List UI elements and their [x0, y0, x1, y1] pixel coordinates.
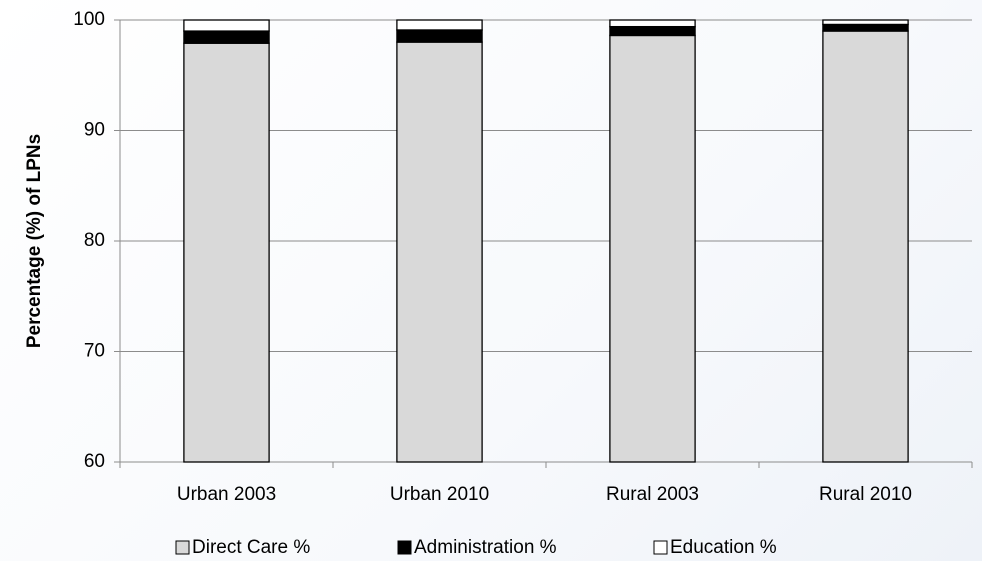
bar-segment: [183, 30, 270, 44]
bar-segment: [822, 23, 909, 32]
y-tick-label: 100: [73, 9, 105, 30]
legend-swatch: [175, 540, 190, 555]
bar-segment: [822, 19, 909, 26]
x-tick-label: Rural 2010: [819, 484, 912, 505]
bar-segment: [822, 30, 909, 463]
bar-segment: [609, 25, 696, 37]
bar-segment: [609, 34, 696, 463]
x-tick-label: Urban 2003: [177, 484, 276, 505]
legend-label: Education %: [670, 537, 777, 558]
y-tick-label: 90: [84, 120, 105, 141]
bar-segment: [396, 41, 483, 463]
legend-label: Direct Care %: [192, 537, 310, 558]
y-axis-label: Percentage (%) of LPNs: [24, 134, 45, 348]
y-tick-label: 80: [84, 230, 105, 251]
bar-segment: [396, 29, 483, 43]
bar-segment: [183, 42, 270, 463]
y-tick-label: 60: [84, 451, 105, 472]
legend-swatch: [653, 540, 668, 555]
legend-swatch: [397, 540, 412, 555]
x-tick-label: Urban 2010: [390, 484, 489, 505]
bar-segment: [396, 19, 483, 31]
x-tick-label: Rural 2003: [606, 484, 699, 505]
bar-segment: [183, 19, 270, 32]
bar-segment: [609, 19, 696, 28]
y-tick-label: 70: [84, 341, 105, 362]
legend-label: Administration %: [414, 537, 557, 558]
